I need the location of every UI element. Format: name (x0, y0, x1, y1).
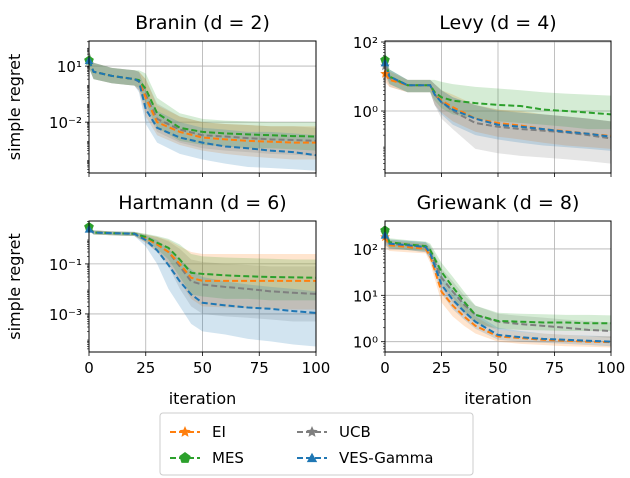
series-line-ei (385, 236, 611, 344)
y-tick-label: 10¹ (57, 58, 82, 76)
subplot-1: 10¹ 10⁻² Branin (d = 2) simple regret (5, 12, 317, 177)
confidence-band-mes (89, 51, 316, 151)
x-tick-label: 25 (432, 359, 451, 377)
legend-entry-ucb: UCB (297, 423, 371, 441)
series-line-ves-gamma (385, 234, 611, 343)
y-tick-label: 10⁻³ (49, 306, 82, 324)
legend-entry-ei: EI (170, 423, 226, 441)
y-tick-label: 10⁰ (353, 334, 378, 352)
plot-area (385, 223, 611, 348)
x-axis-label: iteration (464, 389, 532, 408)
axes-frame (384, 220, 612, 353)
legend-star-icon (179, 426, 191, 437)
x-tick-label: 100 (302, 359, 331, 377)
plot-area (89, 225, 316, 347)
legend-label: VES-Gamma (339, 449, 433, 467)
x-tick-label: 25 (136, 359, 155, 377)
confidence-band-ei (385, 55, 611, 149)
axes-frame (88, 40, 317, 174)
confidence-band-ei (89, 225, 316, 310)
legend-pentagon-icon (179, 452, 191, 463)
plot-area (89, 51, 316, 171)
y-tick-label: 10² (353, 34, 378, 52)
legend-label: MES (212, 449, 244, 467)
confidence-band-ucb (385, 52, 611, 164)
series-line-ves-gamma (89, 228, 316, 314)
x-tick-label: 0 (380, 359, 390, 377)
subplot-title: Branin (d = 2) (135, 12, 270, 34)
axes-frame (88, 220, 317, 353)
y-tick-label: 10⁻² (49, 114, 82, 132)
legend-label: EI (212, 423, 226, 441)
subplot-3: 0 25 50 75 100 10⁻¹ 10⁻³ Hartmann (d = 6) simple… (5, 192, 330, 408)
subplot-title: Griewank (d = 8) (417, 192, 580, 214)
legend: EI MES UCB VES-Gamma (159, 412, 474, 476)
confidence-band-mes (385, 223, 611, 332)
legend-entry-mes: MES (170, 449, 244, 467)
y-axis-label: simple regret (5, 233, 24, 339)
legend-triangle-icon (306, 452, 318, 463)
x-tick-label: 0 (84, 359, 94, 377)
x-tick-label: 50 (193, 359, 212, 377)
confidence-band-ves-gamma (385, 52, 611, 151)
confidence-band-ves-gamma (89, 226, 316, 347)
y-tick-label: 10⁰ (353, 103, 378, 121)
plot-area (385, 49, 611, 164)
confidence-band-ucb (89, 51, 316, 157)
x-tick-label: 50 (488, 359, 507, 377)
subplot-4: 0 25 50 75 100 10² 10¹ 10⁰ Griewank (d = 8) itera… (353, 192, 625, 408)
legend-frame (159, 412, 474, 476)
subplot-title: Hartmann (d = 6) (118, 192, 286, 214)
x-tick-label: 75 (545, 359, 564, 377)
legend-label: UCB (339, 423, 371, 441)
confidence-band-mes (385, 49, 611, 130)
y-tick-label: 10¹ (353, 287, 378, 305)
y-tick-label: 10² (353, 241, 378, 259)
confidence-band-ei (89, 51, 316, 160)
axes-frame (384, 40, 612, 174)
series-line-ucb (89, 60, 316, 142)
x-axis-label: iteration (169, 389, 237, 408)
x-tick-label: 100 (597, 359, 626, 377)
y-axis-label: simple regret (5, 54, 24, 160)
legend-entry-ves-gamma: VES-Gamma (297, 449, 433, 467)
series-line-ucb (385, 232, 611, 333)
series-line-mes (89, 60, 316, 138)
series-line-ves-gamma (385, 62, 611, 138)
series-line-mes (385, 230, 611, 325)
confidence-band-ucb (385, 225, 611, 339)
x-tick-label: 75 (250, 359, 269, 377)
subplot-2: 10² 10⁰ Levy (d = 4) (353, 12, 612, 177)
subplot-title: Levy (d = 4) (439, 12, 556, 34)
y-tick-label: 10⁻¹ (49, 256, 82, 274)
series-line-ves-gamma (89, 60, 316, 157)
legend-star-icon (306, 426, 318, 437)
